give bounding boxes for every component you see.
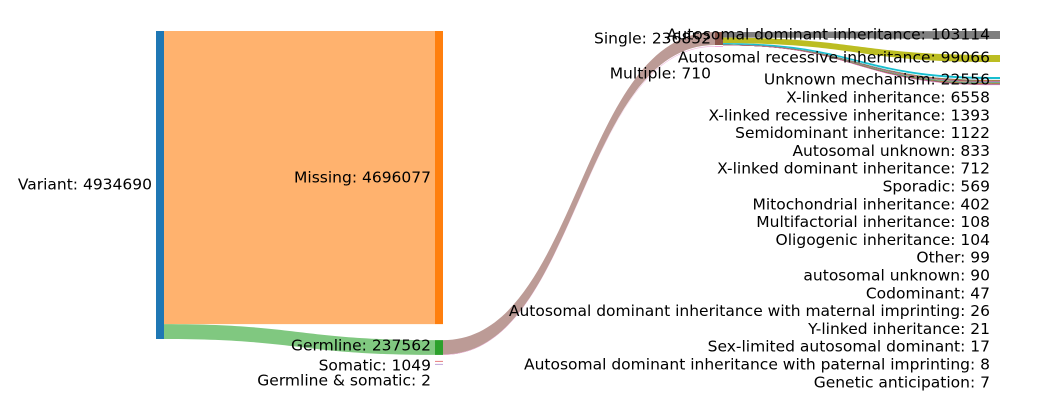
label-mitochondrial-inheritance: Mitochondrial inheritance: 402 bbox=[752, 195, 990, 213]
link-single-autosomal-dominant-inheritance bbox=[723, 31, 992, 39]
label-x-linked-recessive-inheritance: X-linked recessive inheritance: 1393 bbox=[708, 106, 990, 124]
link-variant-missing bbox=[164, 31, 435, 325]
node-somatic bbox=[435, 360, 443, 362]
links-layer bbox=[164, 31, 992, 355]
link-single-x-linked-inheritance bbox=[723, 44, 992, 81]
label-codominant: Codominant: 47 bbox=[866, 284, 990, 302]
label-autosomal-dominant-inheritance-with-paternal-imprinting: Autosomal dominant inheritance with pate… bbox=[524, 356, 990, 374]
label-autosomal-unknown: Autosomal unknown: 833 bbox=[792, 142, 990, 160]
label-y-linked-inheritance: Y-linked inheritance: 21 bbox=[807, 320, 990, 338]
node-missing bbox=[435, 31, 443, 325]
label-oligogenic-inheritance: Oligogenic inheritance: 104 bbox=[776, 231, 990, 249]
label-x-linked-dominant-inheritance: X-linked dominant inheritance: 712 bbox=[717, 160, 990, 178]
link-germline-multiple bbox=[443, 46, 715, 355]
link-single-genetic-anticipation bbox=[723, 44, 992, 86]
link-single-unknown-mechanism bbox=[723, 43, 992, 79]
link-germline-single bbox=[443, 32, 715, 355]
label-variant: Variant: 4934690 bbox=[18, 176, 152, 194]
label-sporadic: Sporadic: 569 bbox=[883, 178, 990, 196]
labels-layer: Variant: 4934690 Missing: 4696077 Germline… bbox=[18, 26, 990, 392]
label-multifactorial-inheritance: Multifactorial inheritance: 108 bbox=[756, 213, 990, 231]
node-single bbox=[715, 32, 723, 45]
node-unknown-mechanism bbox=[992, 77, 1000, 79]
node-germline-somatic bbox=[435, 363, 443, 365]
node-autosomal-recessive-inheritance bbox=[992, 55, 1000, 62]
label-autosomal-dominant-inheritance: Autosomal dominant inheritance: 103114 bbox=[667, 26, 990, 44]
label-germline: Germline: 237562 bbox=[291, 337, 431, 355]
label-unknown-mechanism: Unknown mechanism: 22556 bbox=[764, 71, 990, 89]
label-x-linked-inheritance: X-linked inheritance: 6558 bbox=[786, 89, 990, 107]
label-autosomal-dominant-inheritance-with-maternal-imprinting: Autosomal dominant inheritance with mate… bbox=[509, 302, 990, 320]
label-other: Other: 99 bbox=[916, 249, 990, 267]
link-single-autosomal-recessive-inheritance bbox=[723, 37, 992, 62]
node-autosomal-dominant-inheritance bbox=[992, 31, 1000, 39]
node-variant bbox=[156, 31, 164, 339]
label-autosomal-unknown: autosomal unknown: 90 bbox=[803, 267, 990, 285]
label-somatic: Somatic: 1049 bbox=[319, 357, 431, 375]
label-germline-somatic: Germline & somatic: 2 bbox=[257, 372, 431, 390]
link-variant-germline bbox=[164, 324, 435, 355]
label-autosomal-recessive-inheritance: Autosomal recessive inheritance: 99066 bbox=[678, 49, 990, 67]
nodes-layer bbox=[156, 31, 1000, 365]
label-single: Single: 236852 bbox=[594, 30, 711, 48]
node-germline bbox=[435, 340, 443, 355]
label-missing: Missing: 4696077 bbox=[294, 169, 431, 187]
label-genetic-anticipation: Genetic anticipation: 7 bbox=[814, 373, 990, 391]
node-multiple bbox=[715, 46, 723, 47]
label-semidominant-inheritance: Semidominant inheritance: 1122 bbox=[735, 124, 990, 142]
label-sex-limited-autosomal-dominant: Sex-limited autosomal dominant: 17 bbox=[708, 338, 990, 356]
label-multiple: Multiple: 710 bbox=[610, 65, 711, 83]
